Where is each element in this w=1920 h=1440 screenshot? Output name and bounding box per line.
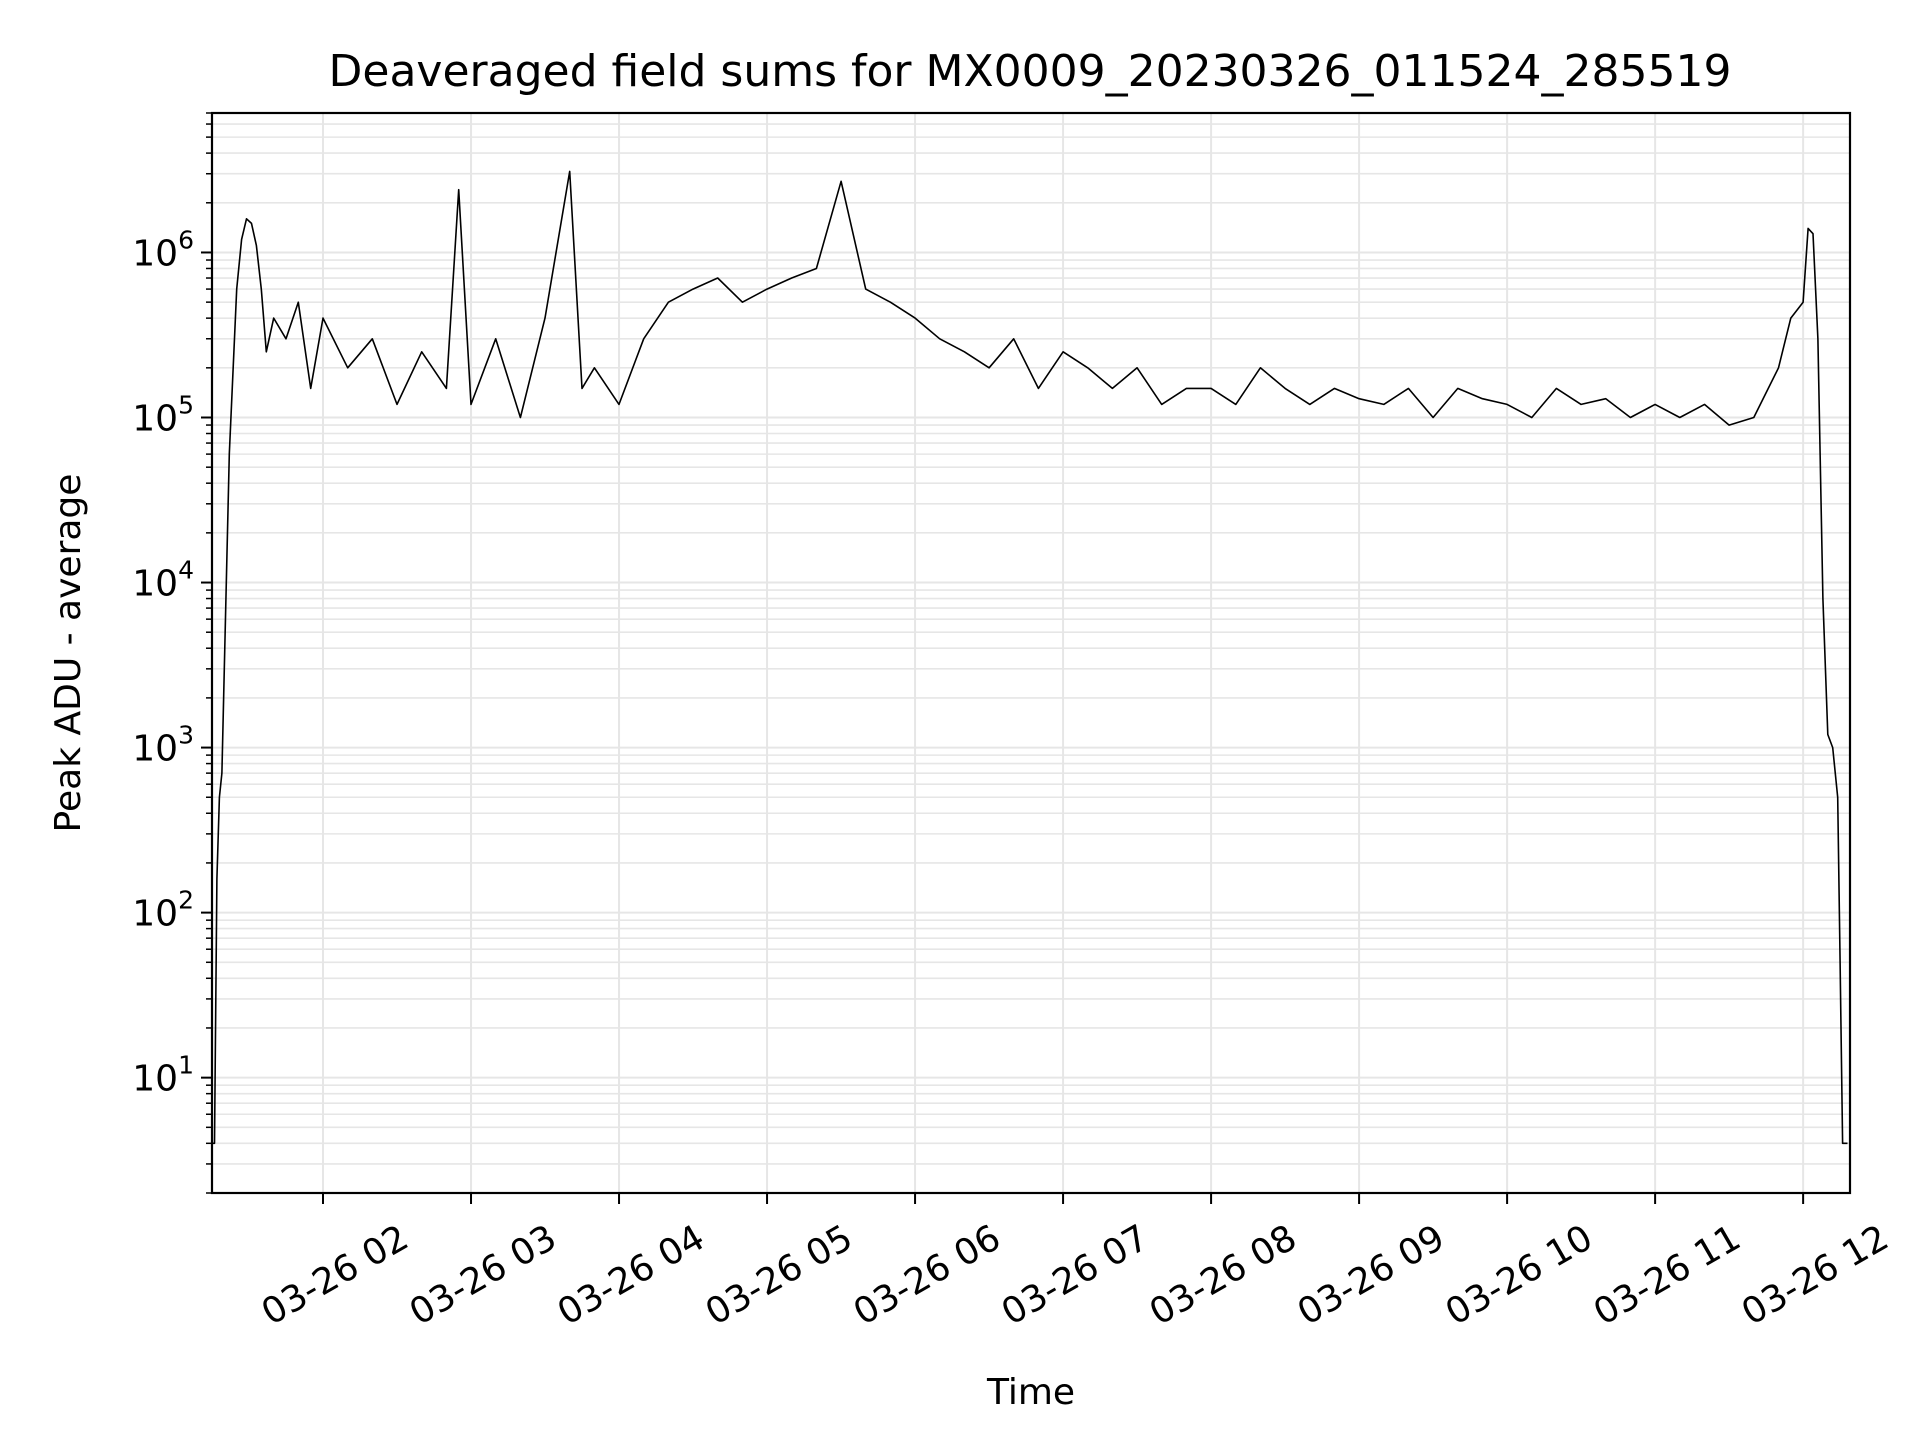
y-tick-label: 101 [132,1051,194,1100]
chart-title: Deaveraged field sums for MX0009_2023032… [329,46,1732,97]
y-axis-label: Peak ADU - average [48,474,89,833]
x-axis-label: Time [986,1372,1075,1413]
grid-layer [212,112,1850,1194]
y-tick-label: 104 [132,556,194,605]
series-layer [212,170,1848,1145]
y-tick-label: 106 [132,225,194,274]
y-tick-label: 103 [132,721,194,770]
series-line [212,170,1848,1145]
y-tick-label: 102 [132,886,194,935]
plot-frame [210,111,1852,1195]
y-tick-label: 105 [132,391,194,440]
